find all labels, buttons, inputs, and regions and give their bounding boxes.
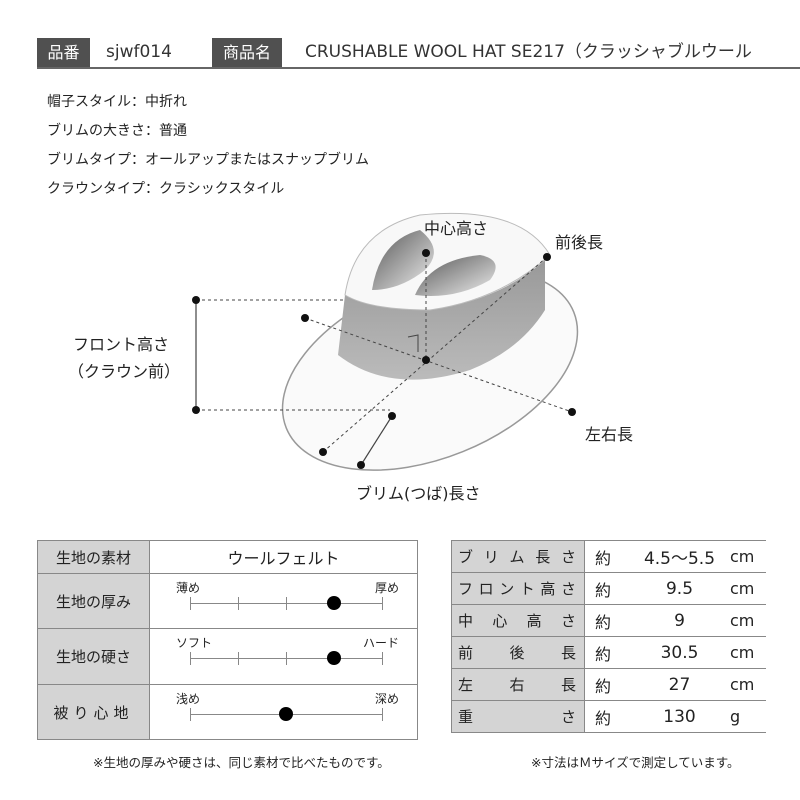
scale-tick [190, 707, 191, 721]
size-label: 左右長 [451, 668, 585, 701]
scale-marker [279, 706, 293, 721]
size-approx: 約 [595, 676, 612, 696]
size-value: 27 [668, 674, 691, 695]
size-table: ブリム長さ 約 4.5〜5.5 cm フロント高さ 約 9.5 cm 中心高さ 約 … [451, 540, 766, 733]
product-code: sjwf014 [106, 42, 172, 62]
size-row: 中心高さ 約 9 cm [451, 604, 766, 637]
hat-band [338, 260, 545, 380]
size-label: 重さ [451, 700, 585, 733]
scale-min-label: 浅め [176, 691, 201, 706]
size-label: ブリム長さ [451, 540, 585, 573]
label-front-height: フロント高さ [73, 335, 170, 354]
size-unit: cm [730, 643, 755, 662]
spec-hat-style: 帽子スタイル：中折れ [47, 94, 187, 110]
spec-crown-type: クラウンタイプ：クラシックスタイル [47, 181, 285, 197]
size-unit: cm [730, 611, 755, 630]
scale-min-label: 薄め [176, 580, 201, 595]
size-note: ※寸法はＭサイズで測定しています。 [531, 755, 740, 770]
material-label: 生地の素材 [37, 540, 150, 574]
scale-max-label: 深め [374, 691, 399, 706]
fabric-note: ※生地の厚みや硬さは、同じ素材で比べたものです。 [93, 755, 390, 770]
label-center-height: 中心高さ [424, 219, 489, 238]
scale-tick [190, 652, 191, 665]
scale-min-label: ソフト [176, 636, 213, 650]
size-unit: g [730, 707, 741, 726]
size-row: 前後長 約 30.5 cm [451, 636, 766, 669]
hardness-scale: ソフト ハード [150, 630, 417, 683]
scale-tick [238, 596, 239, 610]
label-front-back: 前後長 [555, 233, 604, 252]
hardness-label: 生地の硬さ [37, 628, 150, 685]
material-value: ウールフェルト [149, 540, 418, 574]
size-approx: 約 [595, 612, 612, 632]
thickness-label: 生地の厚み [37, 573, 150, 629]
scale-tick [286, 652, 287, 665]
size-row: 重さ 約 130 g [451, 700, 766, 733]
size-approx: 約 [595, 580, 612, 600]
thickness-scale: 薄め 厚め [150, 575, 417, 628]
size-unit: cm [730, 579, 755, 598]
size-approx: 約 [595, 644, 612, 664]
size-approx: 約 [595, 708, 612, 728]
size-row: 左右長 約 27 cm [451, 668, 766, 701]
product-name: CRUSHABLE WOOL HAT SE217（クラッシャブルウール [305, 42, 752, 62]
size-label: 中心高さ [451, 604, 585, 637]
scale-tick [286, 596, 287, 610]
size-label: フロント高さ [451, 572, 585, 605]
label-brim-length: ブリム(つば)長さ [356, 484, 481, 503]
spec-brim-type: ブリムタイプ：オールアップまたはスナップブリム [47, 152, 369, 168]
spec-brim-size: ブリムの大きさ：普通 [47, 123, 187, 139]
crown-dent-left [372, 230, 434, 290]
size-value: 4.5〜5.5 [643, 549, 716, 569]
label-front-height-sub: （クラウン前） [68, 362, 181, 381]
scale-max-label: ハード [362, 636, 399, 650]
scale-tick [238, 652, 239, 665]
size-value: 9.5 [665, 578, 694, 599]
fit-label: 被り心地 [37, 684, 150, 740]
crown-dent-right [415, 255, 496, 296]
scale-marker [327, 595, 341, 610]
size-unit: cm [730, 675, 755, 694]
size-label: 前後長 [451, 636, 585, 669]
size-value: 9 [674, 610, 685, 631]
size-unit: cm [730, 547, 755, 566]
scale-tick [190, 596, 191, 610]
size-value: 130 [663, 706, 696, 727]
label-left-right: 左右長 [585, 425, 634, 444]
scale-marker [327, 651, 341, 665]
scale-tick [382, 652, 383, 665]
hat-diagram [192, 212, 579, 471]
scale-tick [382, 707, 383, 721]
scale-max-label: 厚め [374, 580, 399, 595]
size-value: 30.5 [660, 642, 699, 663]
size-approx: 約 [595, 548, 612, 568]
fabric-table: 生地の素材 ウールフェルト 生地の厚み 薄め 厚め 生地の硬さ ソフト ハード 被り… [37, 540, 418, 740]
size-row: ブリム長さ 約 4.5〜5.5 cm [451, 540, 766, 573]
scale-tick [382, 596, 383, 610]
size-row: フロント高さ 約 9.5 cm [451, 572, 766, 605]
header-divider [37, 67, 800, 69]
name-label: 商品名 [212, 38, 282, 67]
code-label: 品番 [37, 38, 90, 67]
fit-scale: 浅め 深め [150, 686, 417, 739]
